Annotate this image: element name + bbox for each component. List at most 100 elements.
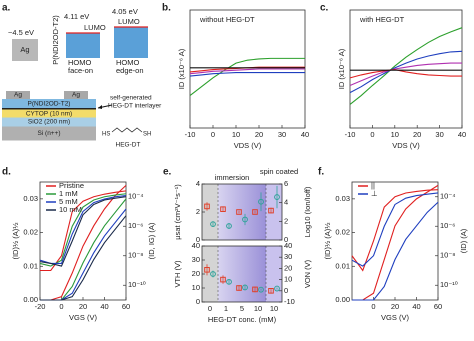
y-tick-label: 2	[196, 207, 200, 216]
x-tick-label: 10	[270, 304, 278, 313]
y2-tick-label: 0	[284, 286, 288, 295]
y2-axis-label: VON (V)	[303, 259, 312, 288]
x-tick-label: 0	[371, 302, 375, 311]
marker	[274, 194, 280, 200]
chart-title: without HEG-DT	[199, 15, 255, 24]
marker	[258, 198, 264, 205]
marker	[258, 286, 264, 293]
marker	[204, 203, 210, 210]
layer-label: Si (n++)	[37, 130, 60, 137]
molecule	[111, 127, 143, 133]
x-tick-label: 30	[278, 130, 286, 139]
semiconductor-layer	[2, 99, 96, 108]
marker	[226, 278, 232, 285]
series-line	[352, 201, 439, 301]
marker	[210, 221, 216, 228]
shade	[218, 184, 266, 240]
x-tick-label: 20	[255, 130, 263, 139]
x-tick-label: 40	[100, 302, 108, 311]
x-axis-label: HEG-DT conc. (mM)	[208, 315, 277, 324]
marker	[236, 209, 242, 215]
electrode-label: Ag	[14, 92, 22, 99]
y-axis-label: VTH (V)	[173, 260, 182, 288]
y2-tick-label: 6	[284, 179, 288, 188]
series-line	[349, 27, 463, 105]
shade	[266, 246, 282, 302]
y2-tick-label: 10⁻⁸	[128, 251, 143, 260]
y2-tick-label: 30	[284, 252, 292, 261]
y-tick-label: 0.02	[23, 228, 38, 237]
series-line	[351, 189, 439, 272]
marker	[252, 286, 258, 293]
y2-tick-label: 10⁻⁴	[128, 192, 144, 201]
energy-label: 4.11 eV	[64, 12, 89, 21]
y2-tick-label: 20	[284, 263, 292, 272]
marker	[268, 288, 274, 294]
marker	[220, 206, 226, 212]
marker	[226, 223, 232, 229]
layer-label: P(NDI2OD-T2)	[28, 101, 71, 108]
x-axis-label: VGS (V)	[69, 313, 97, 322]
legend-label: Pristine	[59, 181, 84, 190]
x-tick-label: 10	[254, 304, 262, 313]
series-line	[349, 50, 463, 94]
series-line	[189, 68, 305, 75]
series-line	[39, 193, 127, 267]
x-tick-label: 60	[434, 302, 442, 311]
layer-label: CYTOP (10 nm)	[26, 111, 72, 118]
series-line	[40, 184, 127, 301]
x-tick-label: 0	[211, 130, 215, 139]
energy-label: ~4.5 eV	[8, 28, 34, 37]
series-line	[40, 208, 127, 301]
x-tick-label: 20	[79, 302, 87, 311]
y-tick-label: 0.01	[335, 261, 350, 270]
x-axis-label: VDS (V)	[234, 141, 262, 150]
legend-label: ⊥	[371, 189, 378, 198]
y-tick-label: 0.02	[335, 228, 350, 237]
shade	[266, 184, 282, 240]
y-tick-label: 0	[196, 235, 200, 244]
x-tick-label: 40	[412, 302, 420, 311]
y-axis-label: ID (x10⁻⁶ A)	[177, 48, 186, 89]
x-tick-label: 0	[208, 304, 212, 313]
y2-axis-label: Log10 (Ion/Ioff)	[303, 186, 312, 237]
marker	[274, 285, 280, 292]
marker	[236, 285, 242, 291]
y-tick-label: 10	[192, 283, 200, 292]
marker	[252, 209, 258, 215]
y-axis-label: ID (x10⁻⁶ A)	[337, 48, 346, 89]
energy-label: 4.05 eV	[112, 7, 138, 16]
y2-tick-label: 4	[284, 198, 288, 207]
panel-label: f.	[318, 167, 324, 178]
x-tick-label: 30	[435, 130, 443, 139]
annotation: self-generated	[110, 95, 152, 102]
x-tick-label: 40	[301, 130, 309, 139]
interlayer	[2, 108, 96, 110]
layer-label: SiO2 (200 nm)	[28, 119, 70, 126]
y2-axis-label: (ID) (A)	[459, 228, 468, 253]
x-tick-label: 20	[413, 130, 421, 139]
ag-level	[12, 39, 38, 61]
ag-label: Ag	[20, 45, 29, 54]
y2-tick-label: 10⁻⁶	[440, 221, 455, 230]
y-axis-label: μsat (cm²V⁻¹s⁻¹)	[173, 184, 182, 240]
molecule-label: HEG-DT	[116, 142, 141, 149]
cytop-layer	[2, 109, 96, 118]
y-tick-label: 0.00	[335, 295, 350, 304]
marker	[242, 216, 248, 223]
orientation-label: face-on	[68, 66, 93, 75]
y-tick-label: 40	[192, 241, 200, 250]
panel-label: a.	[2, 3, 11, 14]
orientation-label: edge-on	[116, 66, 144, 75]
x-tick-label: -10	[185, 130, 196, 139]
annotation: immersion	[215, 173, 250, 182]
series-line	[40, 215, 127, 301]
panel-a: a. ~4.5 eV Ag P(NDI2OD-T2) 4.11 eV LUMO …	[2, 3, 162, 149]
annotation: spin coated	[260, 167, 298, 176]
band-edge-on	[114, 27, 148, 58]
series-line	[351, 192, 439, 267]
series-line	[349, 69, 462, 79]
y-tick-label: 30	[192, 255, 200, 264]
ag-electrode	[64, 91, 88, 99]
